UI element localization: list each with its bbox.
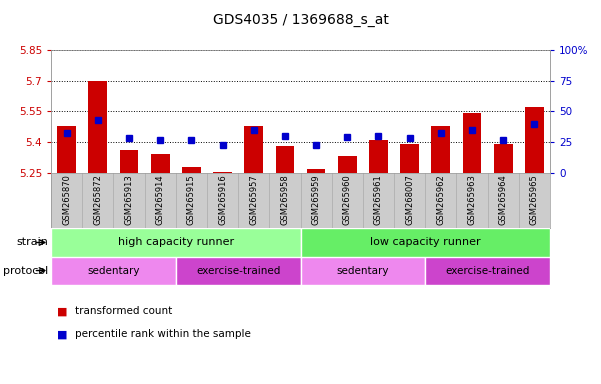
- Text: GSM265961: GSM265961: [374, 174, 383, 225]
- Text: GSM265870: GSM265870: [62, 174, 71, 225]
- Bar: [338, 156, 356, 173]
- Text: strain: strain: [16, 237, 48, 248]
- Bar: [432, 126, 450, 173]
- Bar: [213, 172, 232, 173]
- Text: GSM265963: GSM265963: [468, 174, 477, 225]
- Bar: [245, 126, 263, 173]
- Text: ■: ■: [57, 306, 67, 316]
- Text: GSM265964: GSM265964: [499, 174, 508, 225]
- Text: GSM265913: GSM265913: [124, 174, 133, 225]
- Bar: [307, 169, 326, 173]
- Text: GSM265965: GSM265965: [530, 174, 539, 225]
- Text: GSM265957: GSM265957: [249, 174, 258, 225]
- Text: high capacity runner: high capacity runner: [118, 237, 234, 248]
- Bar: [151, 154, 169, 173]
- Bar: [51, 257, 176, 285]
- Text: GSM265915: GSM265915: [187, 174, 196, 225]
- Bar: [120, 150, 138, 173]
- Text: exercise-trained: exercise-trained: [196, 265, 280, 276]
- Bar: [426, 257, 550, 285]
- Text: exercise-trained: exercise-trained: [445, 265, 529, 276]
- Bar: [525, 107, 544, 173]
- Bar: [182, 167, 201, 173]
- Bar: [176, 257, 300, 285]
- Bar: [300, 228, 550, 257]
- Text: percentile rank within the sample: percentile rank within the sample: [75, 329, 251, 339]
- Bar: [51, 228, 300, 257]
- Bar: [300, 257, 426, 285]
- Bar: [400, 144, 419, 173]
- Text: sedentary: sedentary: [337, 265, 389, 276]
- Bar: [57, 126, 76, 173]
- Bar: [369, 140, 388, 173]
- Bar: [88, 81, 107, 173]
- Text: GSM265872: GSM265872: [93, 174, 102, 225]
- Text: sedentary: sedentary: [87, 265, 139, 276]
- Text: GSM265916: GSM265916: [218, 174, 227, 225]
- Text: GSM265959: GSM265959: [311, 174, 320, 225]
- Text: GSM268007: GSM268007: [405, 174, 414, 225]
- Bar: [276, 146, 294, 173]
- Text: ■: ■: [57, 329, 67, 339]
- Text: GSM265914: GSM265914: [156, 174, 165, 225]
- Text: low capacity runner: low capacity runner: [370, 237, 481, 248]
- Bar: [463, 113, 481, 173]
- Text: transformed count: transformed count: [75, 306, 172, 316]
- Text: GSM265960: GSM265960: [343, 174, 352, 225]
- Bar: [494, 144, 513, 173]
- Text: GSM265958: GSM265958: [281, 174, 290, 225]
- Text: GDS4035 / 1369688_s_at: GDS4035 / 1369688_s_at: [213, 13, 388, 27]
- Text: GSM265962: GSM265962: [436, 174, 445, 225]
- Text: protocol: protocol: [3, 265, 48, 276]
